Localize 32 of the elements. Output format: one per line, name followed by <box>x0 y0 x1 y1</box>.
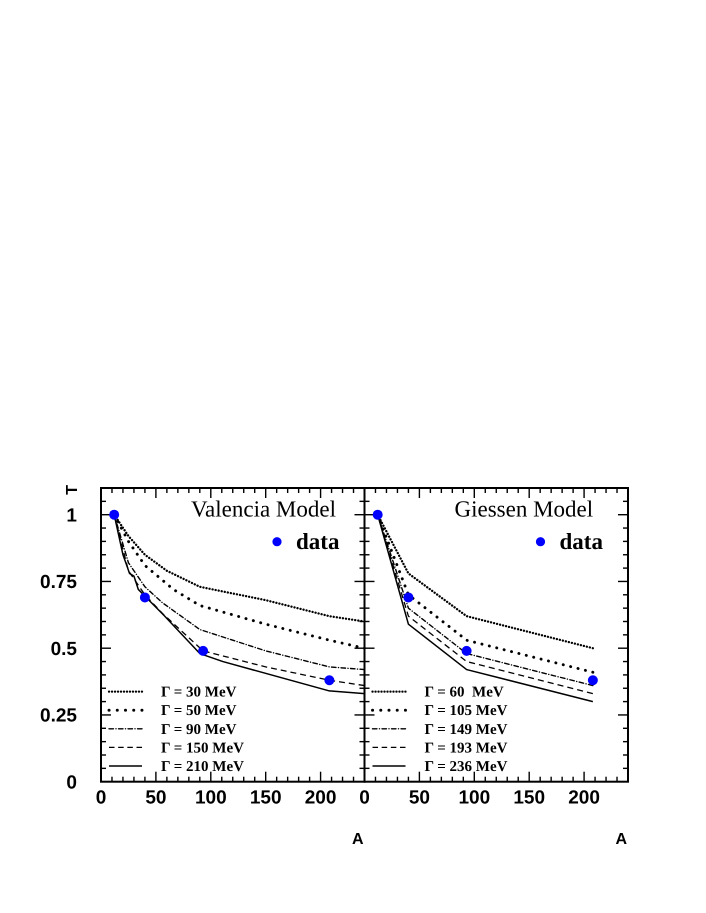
legend-label: Γ = 105 MeV <box>424 703 508 720</box>
x-tick-label: 100 <box>194 788 227 808</box>
x-tick-label: 0 <box>96 788 106 808</box>
y-tick-label: 1 <box>66 505 78 526</box>
y-tick-label: 0 <box>66 772 77 794</box>
legend-label: data <box>560 529 604 554</box>
legend-label: Γ = 210 MeV <box>161 759 244 775</box>
legend-label: Γ = 193 MeV <box>424 740 508 756</box>
chart-title: Giessen Model <box>454 496 594 522</box>
x-tick-label: 200 <box>304 788 336 808</box>
x-axis-title: A <box>615 831 628 848</box>
legend-label: Γ = 30 MeV <box>161 684 237 701</box>
x-tick-label: 200 <box>568 788 600 808</box>
y-axis-title: T <box>64 484 81 495</box>
y-tick-label: 0.25 <box>40 706 78 727</box>
legend-label: Γ = 149 MeV <box>424 722 508 738</box>
legend-label: Γ = 90 MeV <box>161 722 237 738</box>
legend-label: data <box>296 529 340 554</box>
x-tick-label: 150 <box>250 788 282 808</box>
x-tick-label: 150 <box>513 788 546 808</box>
chart-title: Valencia Model <box>191 496 336 522</box>
x-tick-label: 50 <box>145 788 166 808</box>
x-tick-label: 0 <box>359 788 370 808</box>
y-tick-label: 0.75 <box>40 572 78 594</box>
legend-label: Γ = 150 MeV <box>161 740 244 756</box>
legend-label: Γ = 60 MeV <box>424 684 504 701</box>
y-tick-label: 0.5 <box>50 638 78 660</box>
legend-label: Γ = 236 MeV <box>424 759 508 775</box>
x-tick-label: 100 <box>458 788 490 808</box>
x-axis-title: A <box>352 831 364 848</box>
x-tick-label: 50 <box>408 788 430 808</box>
legend-label: Γ = 50 MeV <box>161 703 237 720</box>
